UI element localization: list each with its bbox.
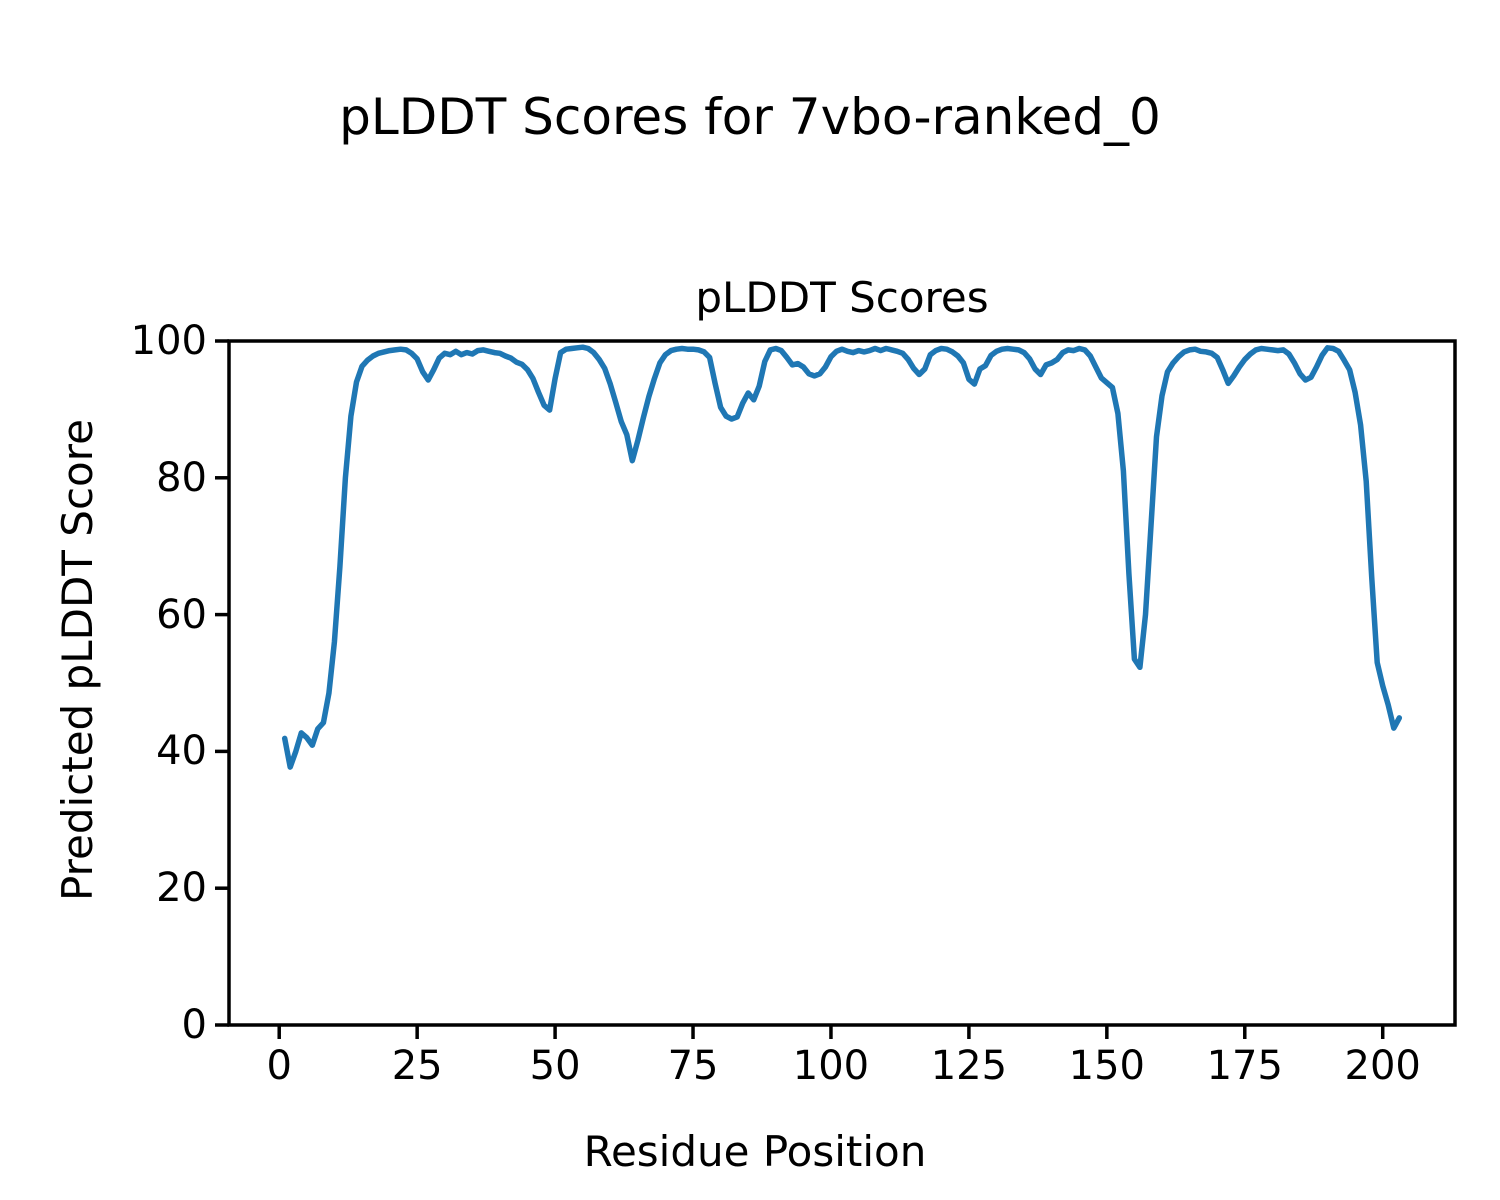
x-tick-label: 25 xyxy=(391,1043,443,1089)
x-tick-label: 175 xyxy=(1206,1043,1283,1089)
x-axis-label: Residue Position xyxy=(583,1127,927,1176)
y-axis-label: Predicted pLDDT Score xyxy=(53,419,102,901)
y-tick-label: 20 xyxy=(156,865,207,912)
x-tick-label: 125 xyxy=(930,1043,1008,1089)
y-tick-label: 0 xyxy=(181,1002,207,1048)
y-tick-label: 60 xyxy=(156,591,207,638)
x-tick-label: 50 xyxy=(529,1043,581,1089)
plddt-line-series xyxy=(281,344,1403,770)
y-tick-label: 80 xyxy=(156,454,207,501)
figure-suptitle: pLDDT Scores for 7vbo-ranked_0 xyxy=(339,88,1161,146)
tick-marks xyxy=(215,339,1385,1039)
x-tick-label: 75 xyxy=(667,1043,719,1089)
x-tick-label: 100 xyxy=(792,1043,870,1089)
plot-frame xyxy=(227,339,1457,1027)
x-tick-label: 0 xyxy=(266,1043,292,1089)
axes-title: pLDDT Scores xyxy=(695,273,989,322)
x-tick-label: 200 xyxy=(1344,1043,1421,1089)
y-tick-label: 100 xyxy=(130,318,207,364)
x-tick-label: 150 xyxy=(1068,1043,1145,1089)
y-tick-label: 40 xyxy=(156,728,207,775)
